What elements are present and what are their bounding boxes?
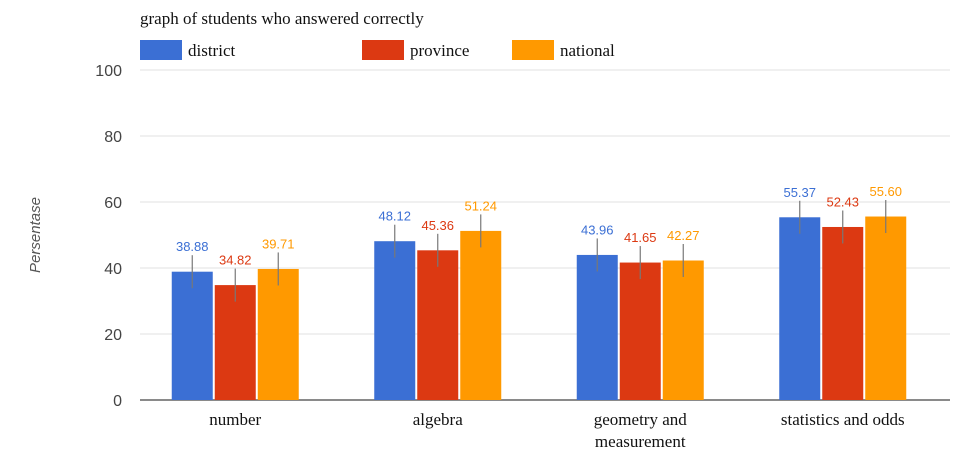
data-label: 41.65 bbox=[624, 230, 657, 245]
bar-national bbox=[865, 216, 907, 400]
bar-district bbox=[779, 217, 821, 400]
data-label: 38.88 bbox=[176, 239, 209, 254]
y-tick-label: 80 bbox=[104, 129, 122, 146]
bars bbox=[171, 200, 907, 400]
legend-label-national: national bbox=[560, 41, 615, 60]
y-tick-label: 60 bbox=[104, 195, 122, 212]
y-tick-label: 20 bbox=[104, 327, 122, 344]
chart-title: graph of students who answered correctly bbox=[140, 9, 424, 28]
data-label: 55.60 bbox=[869, 184, 902, 199]
legend: district province national bbox=[140, 40, 615, 60]
y-axis-label: Persentase bbox=[27, 197, 44, 273]
data-label: 52.43 bbox=[826, 194, 859, 209]
data-label: 42.27 bbox=[667, 228, 700, 243]
y-tick-label: 40 bbox=[104, 261, 122, 278]
data-labels: 38.88 34.82 39.71 48.12 45.36 51.24 43.96 41.65… bbox=[176, 184, 902, 268]
bar-national bbox=[257, 268, 299, 400]
x-tick-label: statistics and odds bbox=[781, 410, 905, 429]
bar-province bbox=[822, 226, 864, 400]
x-tick-label: geometry and bbox=[594, 410, 687, 429]
bar-district bbox=[576, 254, 618, 400]
x-axis-ticks: number algebra geometry and measurement stat… bbox=[209, 410, 904, 451]
legend-swatch-district bbox=[140, 40, 182, 60]
x-tick-label: measurement bbox=[595, 432, 686, 451]
legend-swatch-province bbox=[362, 40, 404, 60]
bar-province bbox=[619, 262, 661, 400]
legend-swatch-national bbox=[512, 40, 554, 60]
x-tick-label: algebra bbox=[413, 410, 463, 429]
data-label: 55.37 bbox=[783, 185, 816, 200]
bar-district bbox=[374, 241, 416, 400]
bar-province bbox=[214, 285, 256, 400]
legend-label-province: province bbox=[410, 41, 469, 60]
data-label: 34.82 bbox=[219, 253, 252, 268]
data-label: 51.24 bbox=[464, 198, 497, 213]
y-tick-label: 100 bbox=[95, 63, 122, 80]
legend-label-district: district bbox=[188, 41, 235, 60]
bar-national bbox=[662, 260, 704, 400]
data-label: 48.12 bbox=[378, 209, 411, 224]
data-label: 39.71 bbox=[262, 236, 295, 251]
bar-province bbox=[417, 250, 459, 400]
bar-national bbox=[460, 230, 502, 400]
data-label: 43.96 bbox=[581, 222, 614, 237]
x-tick-label: number bbox=[209, 410, 261, 429]
data-label: 45.36 bbox=[421, 218, 454, 233]
bar-district bbox=[171, 271, 213, 400]
y-axis-ticks: 0 20 40 60 80 100 bbox=[95, 63, 122, 410]
y-tick-label: 0 bbox=[113, 393, 122, 410]
